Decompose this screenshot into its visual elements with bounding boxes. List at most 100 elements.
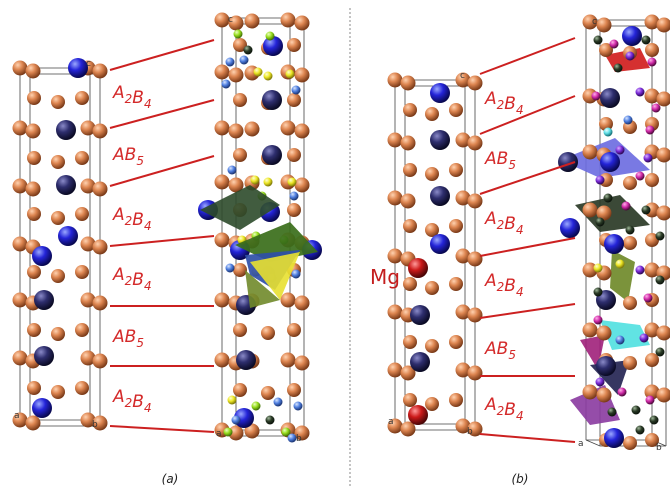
corner-label: c <box>592 17 597 27</box>
layer-boundary-line <box>479 37 576 75</box>
host-atom <box>425 167 439 181</box>
host-atom <box>75 207 89 221</box>
host-atom <box>425 281 439 295</box>
host-atom <box>294 355 310 371</box>
panel-b-large-unit-cell: c a b <box>558 14 670 453</box>
hydrogen-atom <box>225 263 235 273</box>
hydrogen-atom <box>263 71 273 81</box>
host-atom <box>403 219 417 233</box>
a-site-atom <box>58 226 78 246</box>
a-site-atom <box>430 83 450 103</box>
host-atom <box>467 135 483 151</box>
hydrogen-atom <box>631 405 641 415</box>
host-atom <box>656 325 670 341</box>
hydrogen-atom <box>265 415 275 425</box>
host-atom <box>645 353 659 367</box>
host-atom <box>214 120 230 136</box>
host-atom <box>233 38 247 52</box>
host-atom <box>294 295 310 311</box>
host-atom <box>449 163 463 177</box>
a-site-atom <box>32 398 52 418</box>
hydrogen-atom <box>623 115 633 125</box>
hydrogen-atom <box>593 287 603 297</box>
host-atom <box>294 123 310 139</box>
host-atom <box>644 262 660 278</box>
layer-boundary-line <box>109 235 215 247</box>
host-atom <box>387 248 403 264</box>
a-site-atom <box>600 88 620 108</box>
host-atom <box>12 120 28 136</box>
host-atom <box>644 88 660 104</box>
hydrogen-atom <box>591 91 601 101</box>
hydrogen-atom <box>603 193 613 203</box>
host-atom <box>51 269 65 283</box>
a-site-atom <box>68 58 88 78</box>
layer-labels: A2B4 AB5 A2B4 A2B4 AB5 A2B4 <box>484 89 524 423</box>
host-atom <box>403 163 417 177</box>
a-site-atom <box>236 350 256 370</box>
host-atom <box>12 60 28 76</box>
hydrogen-atom <box>221 79 231 89</box>
host-atom <box>645 43 659 57</box>
layer-boundary-line <box>109 99 215 129</box>
host-atom <box>645 433 659 447</box>
hydrogen-atom <box>251 401 261 411</box>
host-atom <box>12 412 28 428</box>
a-site-atom <box>430 234 450 254</box>
a-site-atom <box>34 290 54 310</box>
hydrogen-atom <box>621 201 631 211</box>
host-atom <box>582 384 598 400</box>
hydrogen-atom <box>250 175 260 185</box>
a-site-atom <box>410 305 430 325</box>
corner-label: a <box>14 411 20 421</box>
hydrogen-atom <box>263 177 273 187</box>
host-atom <box>287 148 301 162</box>
host-atom <box>214 352 230 368</box>
hydrogen-atom <box>227 395 237 405</box>
host-atom <box>80 292 96 308</box>
host-atom <box>467 75 483 91</box>
layer-boundary-line <box>479 95 576 135</box>
host-atom <box>644 384 660 400</box>
host-atom <box>599 117 613 131</box>
hydrogen-atom <box>609 39 619 49</box>
corner-label: b <box>467 427 473 437</box>
hydrogen-atom <box>643 153 653 163</box>
host-atom <box>92 63 108 79</box>
corner-label: b <box>656 443 662 453</box>
layer-formula-label: A2B4 <box>112 205 152 233</box>
host-atom <box>294 177 310 193</box>
a-site-atom <box>32 246 52 266</box>
hydrogen-atom <box>285 69 295 79</box>
host-atom <box>214 292 230 308</box>
host-atom <box>287 323 301 337</box>
host-atom <box>92 239 108 255</box>
host-atom <box>92 415 108 431</box>
hydrogen-atom <box>293 401 303 411</box>
a-site-atom <box>604 234 624 254</box>
host-atom <box>244 121 260 137</box>
host-atom <box>656 387 670 403</box>
layer-boundary-line <box>109 39 215 71</box>
host-atom <box>280 120 296 136</box>
hydrogen-polyhedra <box>200 185 318 308</box>
a-site-atom <box>56 175 76 195</box>
host-atom <box>455 190 471 206</box>
hydrogen-atom <box>593 35 603 45</box>
host-atom <box>400 193 416 209</box>
a-site-atom <box>560 218 580 238</box>
host-atom <box>92 181 108 197</box>
layer-formula-label: A2B4 <box>484 209 524 237</box>
host-atom <box>387 418 403 434</box>
panel-a-caption: (a) <box>162 472 179 486</box>
hydrogen-atom <box>615 145 625 155</box>
host-atom <box>455 304 471 320</box>
panel-b-small-unit-cell: c a b <box>387 71 483 437</box>
host-atom <box>80 120 96 136</box>
host-atom <box>27 207 41 221</box>
layer-boundary-line <box>479 237 576 257</box>
mg-atom <box>408 258 428 278</box>
host-atom <box>287 203 301 217</box>
host-atom <box>596 205 612 221</box>
host-atom <box>449 219 463 233</box>
